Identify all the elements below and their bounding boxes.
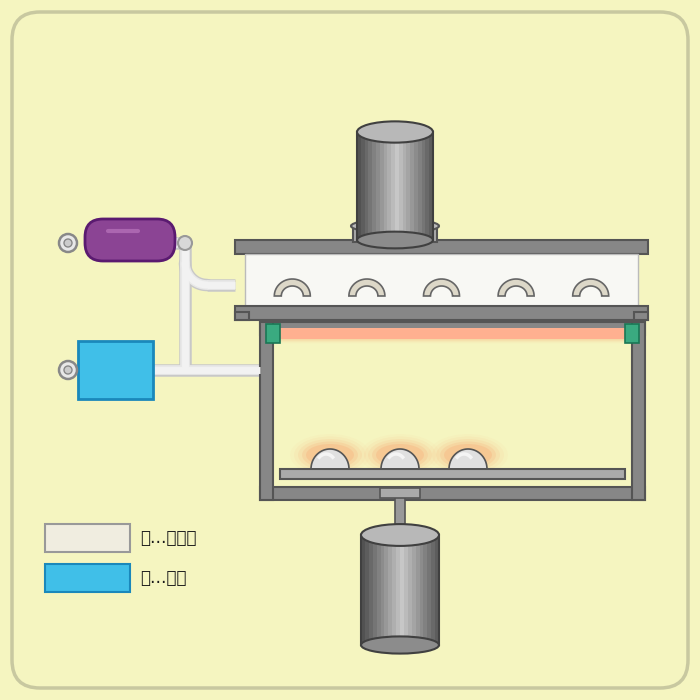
Circle shape (64, 366, 72, 374)
Bar (426, 132, 429, 240)
Bar (410, 132, 414, 240)
Bar (273, 328, 632, 339)
Bar (400, 535, 404, 645)
Bar (266, 324, 280, 343)
Bar (380, 488, 420, 498)
Bar (381, 535, 384, 645)
Polygon shape (274, 279, 310, 296)
Ellipse shape (357, 232, 433, 248)
Bar (45, 524, 130, 552)
Bar (265, 328, 640, 339)
Bar (353, 226, 437, 242)
Bar (424, 535, 427, 645)
Circle shape (178, 236, 192, 250)
Bar (361, 535, 365, 645)
Polygon shape (381, 449, 419, 469)
Bar (235, 312, 249, 320)
Text: 青…真空: 青…真空 (140, 569, 186, 587)
Bar (365, 535, 369, 645)
Circle shape (64, 239, 72, 247)
Bar (384, 535, 388, 645)
Bar (632, 322, 645, 500)
FancyBboxPatch shape (85, 219, 175, 261)
Bar (404, 535, 408, 645)
Ellipse shape (376, 444, 424, 466)
Bar (399, 132, 402, 240)
Bar (260, 322, 645, 335)
Bar (412, 535, 416, 645)
Ellipse shape (361, 524, 439, 546)
Ellipse shape (306, 444, 354, 466)
Polygon shape (498, 279, 534, 296)
Bar (361, 535, 439, 645)
Polygon shape (573, 279, 609, 296)
Bar (377, 535, 381, 645)
Bar (407, 132, 410, 240)
Ellipse shape (368, 439, 432, 471)
Bar (357, 132, 433, 240)
Bar (414, 132, 418, 240)
Ellipse shape (298, 439, 362, 471)
Bar (235, 240, 648, 254)
Bar (392, 535, 396, 645)
Bar (402, 132, 407, 240)
Bar (262, 325, 643, 342)
Ellipse shape (357, 121, 433, 143)
Bar (264, 327, 641, 340)
Bar (357, 132, 360, 240)
Bar (416, 535, 419, 645)
Circle shape (59, 361, 77, 379)
Bar (280, 469, 625, 479)
Polygon shape (311, 449, 349, 469)
Ellipse shape (351, 219, 439, 233)
Bar (421, 132, 426, 240)
Bar (427, 535, 431, 645)
Bar (384, 132, 387, 240)
Bar (380, 132, 384, 240)
Bar (625, 324, 639, 343)
Polygon shape (424, 279, 459, 296)
Bar (235, 306, 648, 320)
Ellipse shape (436, 439, 500, 471)
Bar (429, 132, 433, 240)
Bar (372, 535, 377, 645)
Ellipse shape (440, 442, 496, 468)
Bar (365, 132, 368, 240)
Bar (418, 132, 421, 240)
Bar (369, 535, 372, 645)
FancyBboxPatch shape (12, 12, 688, 688)
Polygon shape (349, 279, 385, 296)
Bar (260, 323, 645, 344)
Bar (376, 132, 380, 240)
Polygon shape (449, 449, 487, 469)
Bar (261, 324, 644, 343)
Bar (435, 535, 439, 645)
Bar (360, 132, 365, 240)
Ellipse shape (361, 636, 439, 654)
Bar (431, 535, 435, 645)
Text: 黄…大気圧: 黄…大気圧 (140, 529, 197, 547)
Bar (78, 341, 153, 399)
Bar (387, 132, 391, 240)
Bar (372, 132, 376, 240)
Bar (408, 535, 412, 645)
Bar (395, 497, 405, 535)
Circle shape (59, 234, 77, 252)
Bar (245, 254, 638, 306)
Bar (396, 535, 400, 645)
Bar (263, 326, 642, 341)
Bar (419, 535, 424, 645)
Bar (391, 132, 395, 240)
Ellipse shape (444, 444, 492, 466)
Bar (389, 535, 392, 645)
Bar (634, 312, 648, 320)
Bar (45, 564, 130, 592)
Bar (260, 322, 273, 500)
Bar (368, 132, 372, 240)
Bar (395, 132, 399, 240)
Ellipse shape (372, 442, 428, 468)
Ellipse shape (302, 442, 358, 468)
Bar (260, 487, 645, 500)
